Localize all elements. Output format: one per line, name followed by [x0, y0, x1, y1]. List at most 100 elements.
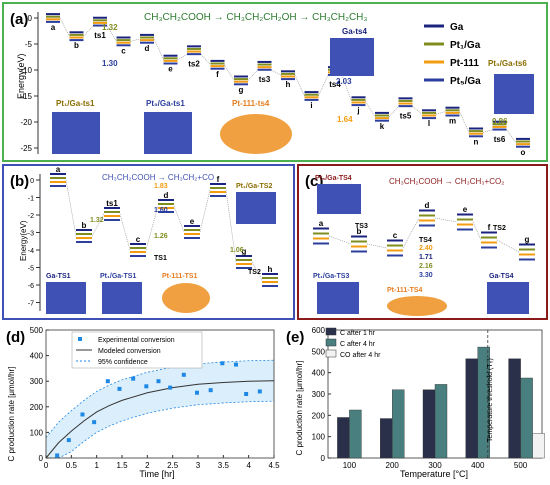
panel-b-ann-1: 1.32 — [90, 217, 104, 224]
c-state-TS3: TS3 — [355, 223, 368, 230]
legend-ci: 95% confidence — [98, 359, 148, 366]
a-connector — [506, 129, 517, 143]
c-connector — [366, 243, 388, 249]
c-state-TS2: TS2 — [493, 225, 506, 232]
b-connector — [119, 213, 131, 251]
bar-c-after-4-hr — [391, 389, 405, 459]
a-ytick-label: -10 — [20, 66, 32, 75]
a-state-l: l — [428, 119, 430, 128]
d-xtick-label: 3.5 — [218, 461, 230, 470]
thumb-b4 — [236, 192, 276, 224]
e-ytick-label: 0 — [321, 454, 326, 463]
c-state-b: b — [357, 227, 362, 236]
d-xtick-label: 0.5 — [66, 461, 78, 470]
a-ytick-label: -5 — [25, 40, 33, 49]
a-ytick-label: 0 — [28, 14, 33, 23]
thumb-label-b1: Ga-TS1 — [46, 273, 71, 280]
b-ytick-label: 0 — [30, 178, 34, 185]
b-state-TS2: TS2 — [248, 269, 261, 276]
panel-d-xlabel: Time [hr] — [139, 469, 174, 479]
thumb-a3 — [220, 114, 292, 154]
a-state-b: b — [74, 41, 79, 50]
a-state-a: a — [51, 23, 56, 32]
bar-c-after-1-hr — [508, 358, 521, 459]
panel-d-legend: Experimental conversion Modeled conversi… — [71, 331, 203, 369]
panel-a-ann-1: 1.32 — [102, 23, 118, 32]
b-ytick-label: -4 — [28, 248, 34, 255]
panel-c-ann-4: 3.30 — [419, 272, 433, 279]
panel-e-xlabel: Temperature [°C] — [400, 469, 468, 479]
panel-c: (c) CH₃CH₂COOH → CH₃CH₃+CO₂ a b c d e f g TS3 TS… — [297, 164, 548, 320]
b-state-d: d — [164, 191, 169, 200]
d-ytick-label: 200 — [30, 403, 44, 412]
a-connector — [177, 54, 188, 60]
bar-c-after-1-hr — [337, 417, 350, 459]
thumb-label-b3: Pt-111-TS1 — [162, 273, 198, 280]
experimental-point — [55, 453, 60, 458]
panel-b: (b) CH₃CH₂COOH → CH₃CH₂+CO Energy(eV) 0 -… — [2, 164, 295, 320]
panel-b-thumbs: Ga-TS1 Pt₁/Ga-TS1 Pt-111-TS1 Pt₁/Ga-TS2 — [46, 183, 276, 314]
a-connector — [341, 75, 352, 102]
d-xtick-label: 1.5 — [116, 461, 128, 470]
panel-b-plot: (b) CH₃CH₂COOH → CH₃CH₂+CO Energy(eV) 0 -… — [10, 165, 278, 314]
a-state-m: m — [449, 117, 456, 126]
b-ytick-label: -6 — [28, 283, 34, 290]
legend-e3: CO after 4 hr — [340, 352, 381, 359]
d-xtick-label: 4.5 — [268, 461, 280, 470]
panel-a-ann-2: 1.30 — [102, 59, 118, 68]
panel-c-thumbs: Pt₅/Ga-TS4 Pt₁/Ga-TS3 Pt-111-TS4 Ga-TS4 — [313, 175, 529, 316]
panel-c-reaction: CH₃CH₂COOH → CH₃CH₃+CO₂ — [389, 177, 504, 186]
a-state-f: f — [216, 70, 219, 79]
thumb-label-c2: Pt₁/Ga-TS3 — [313, 273, 349, 280]
thumb-label-c4: Ga-TS4 — [489, 273, 514, 280]
thumb-b3 — [162, 283, 210, 313]
experimental-point — [144, 384, 149, 389]
thumb-a1 — [52, 112, 100, 154]
a-state-ts4: ts4 — [329, 80, 341, 89]
experimental-point — [257, 389, 262, 394]
b-ytick-label: -7 — [28, 301, 34, 308]
panel-d-ylabel: C production rate [μmol/hr] — [7, 367, 16, 462]
thumb-label-a4: Ga-ts4 — [342, 27, 367, 36]
experimental-point — [181, 372, 186, 377]
c-state-a: a — [319, 219, 324, 228]
b-connector — [145, 205, 159, 251]
panel-e-plot-area: 0 100 200 300 400 500 600 100 200 300 400 500 — [312, 326, 545, 470]
b-state-a: a — [56, 166, 61, 174]
e-xtick-label: 100 — [343, 461, 357, 470]
d-xtick-label: 2.5 — [167, 461, 179, 470]
a-state-ts5: ts5 — [400, 111, 412, 120]
bar-c-after-4-hr — [434, 384, 448, 459]
panel-e-chart: (e) 0 100 200 300 400 500 600 100 200 300 400 500 T… — [286, 326, 545, 479]
thumb-label-a3: Pt-111-ts4 — [232, 99, 270, 108]
b-state-e: e — [190, 217, 195, 226]
panel-b-yticks: 0 -1 -2 -3 -4 -5 -6 -7 — [28, 178, 40, 308]
b-ytick-label: -2 — [28, 213, 34, 220]
b-state-c: c — [136, 235, 141, 244]
e-ytick-label: 600 — [312, 326, 326, 335]
a-connector — [130, 38, 141, 42]
a-state-ts2: ts2 — [188, 59, 200, 68]
c-state-d: d — [425, 201, 430, 210]
panel-e: (e) 0 100 200 300 400 500 600 100 200 300 400 500 T… — [284, 322, 548, 480]
panel-d-label: (d) — [6, 329, 25, 346]
c-state-g: g — [525, 235, 530, 244]
experimental-point — [168, 385, 173, 390]
b-ytick-label: -5 — [28, 266, 34, 273]
thumb-c1 — [317, 184, 361, 214]
c-connector — [472, 221, 482, 241]
a-connector — [271, 69, 282, 76]
panel-b-energy-levels — [50, 173, 278, 287]
a-state-c: c — [121, 46, 126, 55]
legend-pt111: Pt-111 — [450, 58, 479, 69]
thumb-label-c1: Pt₅/Ga-TS4 — [315, 175, 352, 182]
experimental-point — [208, 388, 213, 393]
bar-c-after-1-hr — [422, 389, 436, 459]
panel-b-ann-2: 1.83 — [154, 183, 168, 190]
panel-c-ann-2: 1.71 — [419, 254, 433, 261]
experimental-point — [105, 379, 110, 384]
d-ytick-label: 500 — [30, 326, 44, 335]
thumb-b1 — [46, 282, 86, 314]
e-ytick-label: 500 — [312, 347, 326, 356]
bar-co-after-4-hr — [532, 433, 545, 459]
